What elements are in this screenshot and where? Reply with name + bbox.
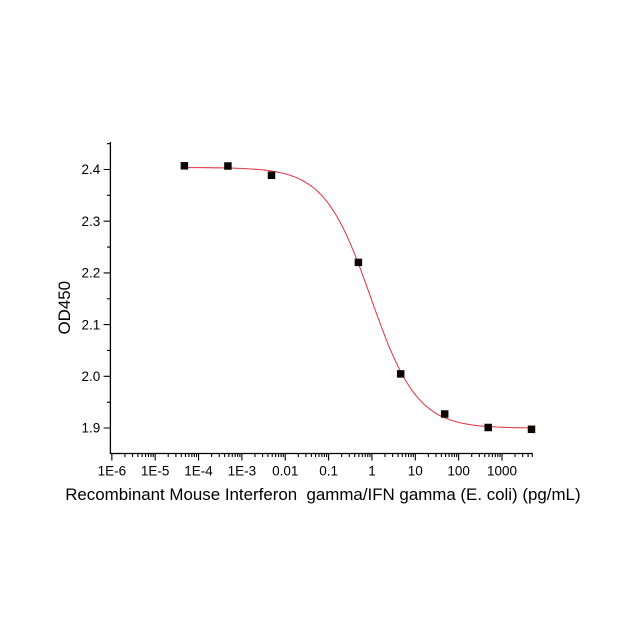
svg-text:1E-3: 1E-3 <box>228 464 257 479</box>
svg-text:100: 100 <box>447 464 470 479</box>
svg-text:10: 10 <box>408 464 423 479</box>
svg-text:0.1: 0.1 <box>319 464 338 479</box>
svg-text:1E-6: 1E-6 <box>98 464 127 479</box>
svg-text:0.01: 0.01 <box>272 464 298 479</box>
svg-text:2.3: 2.3 <box>82 214 101 229</box>
svg-text:1.9: 1.9 <box>82 421 101 436</box>
svg-text:1000: 1000 <box>487 464 517 479</box>
svg-text:Recombinant Mouse Interferon: Recombinant Mouse Interferon gamma/IFN g… <box>65 485 580 504</box>
svg-text:2.2: 2.2 <box>82 266 101 281</box>
svg-text:2.1: 2.1 <box>82 317 101 332</box>
svg-text:1E-4: 1E-4 <box>184 464 213 479</box>
svg-text:2.4: 2.4 <box>82 162 101 177</box>
svg-text:OD450: OD450 <box>55 281 74 335</box>
svg-text:2.0: 2.0 <box>82 369 101 384</box>
svg-text:1: 1 <box>368 464 376 479</box>
svg-text:1E-5: 1E-5 <box>141 464 170 479</box>
